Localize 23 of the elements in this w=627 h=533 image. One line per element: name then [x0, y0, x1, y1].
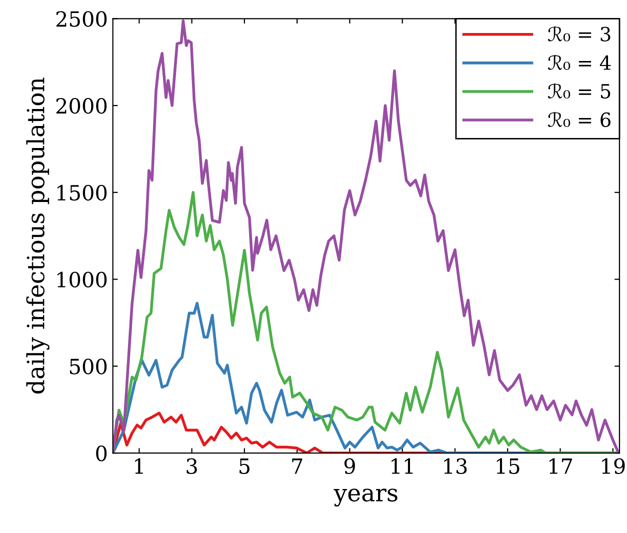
y-axis-title: daily infectious population	[26, 78, 50, 394]
y-tick-label: 2000	[56, 98, 107, 114]
x-tick-label: 13	[444, 458, 467, 474]
y-tick-label: 1500	[58, 184, 107, 201]
x-tick-label: 15	[496, 458, 520, 474]
x-axis-title: years	[334, 488, 398, 506]
y-tick-label: 2500	[56, 11, 107, 27]
y-tick-label: 1000	[58, 272, 107, 288]
y-tick-label: 0	[96, 446, 107, 462]
legend-label: ℛ₀ = 6	[548, 112, 610, 128]
legend-label: ℛ₀ = 4	[548, 54, 611, 70]
x-tick-label: 11	[392, 458, 413, 474]
x-tick-label: 19	[602, 458, 625, 474]
x-tick-label: 9	[344, 458, 355, 474]
y-tick-label: 500	[70, 358, 107, 374]
line-series	[112, 19, 620, 454]
x-tick-label: 17	[550, 458, 572, 474]
x-tick-label: 3	[186, 458, 197, 474]
x-tick-label: 5	[240, 458, 250, 474]
legend-label: ℛ₀ = 5	[548, 83, 610, 99]
x-tick-label: 1	[135, 458, 143, 474]
legend-label: ℛ₀ = 3	[548, 26, 610, 42]
x-tick-label: 7	[292, 458, 302, 474]
